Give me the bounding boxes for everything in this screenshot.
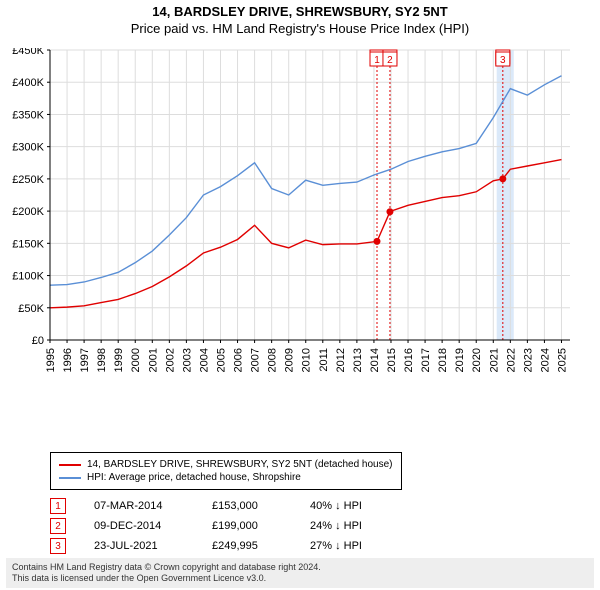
svg-text:2: 2	[387, 55, 393, 66]
footer: Contains HM Land Registry data © Crown c…	[6, 558, 594, 589]
legend: 14, BARDSLEY DRIVE, SHREWSBURY, SY2 5NT …	[50, 452, 402, 490]
svg-text:2016: 2016	[403, 348, 415, 372]
svg-text:£350K: £350K	[12, 109, 44, 121]
svg-text:1998: 1998	[96, 348, 108, 372]
footer-line1: Contains HM Land Registry data © Crown c…	[12, 562, 588, 573]
svg-text:2003: 2003	[181, 348, 193, 372]
tx-price: £199,000	[212, 520, 282, 532]
legend-label: 14, BARDSLEY DRIVE, SHREWSBURY, SY2 5NT …	[87, 459, 393, 470]
title-line1: 14, BARDSLEY DRIVE, SHREWSBURY, SY2 5NT	[0, 4, 600, 19]
svg-text:£400K: £400K	[12, 77, 44, 89]
legend-swatch	[59, 477, 81, 479]
svg-text:2004: 2004	[198, 348, 210, 372]
svg-text:£250K: £250K	[12, 174, 44, 186]
tx-price: £153,000	[212, 500, 282, 512]
chart-area: 123£0£50K£100K£150K£200K£250K£300K£350K£…	[50, 48, 570, 398]
titles: 14, BARDSLEY DRIVE, SHREWSBURY, SY2 5NT …	[0, 0, 600, 36]
svg-text:2022: 2022	[505, 348, 517, 372]
svg-text:£300K: £300K	[12, 142, 44, 154]
tx-diff: 27% ↓ HPI	[310, 540, 400, 552]
svg-text:£450K: £450K	[12, 48, 44, 57]
svg-text:1999: 1999	[113, 348, 125, 372]
svg-text:1: 1	[374, 55, 380, 66]
svg-text:2017: 2017	[420, 348, 432, 372]
svg-text:2021: 2021	[488, 348, 500, 372]
transaction-row: 1 07-MAR-2014 £153,000 40% ↓ HPI	[50, 496, 400, 516]
svg-text:2009: 2009	[284, 348, 296, 372]
tx-diff: 24% ↓ HPI	[310, 520, 400, 532]
svg-text:2011: 2011	[318, 348, 330, 372]
svg-text:2000: 2000	[130, 348, 142, 372]
svg-text:£150K: £150K	[12, 238, 44, 250]
footer-line2: This data is licensed under the Open Gov…	[12, 573, 588, 584]
svg-text:2019: 2019	[454, 348, 466, 372]
chart-svg: 12 3 £0 £50K £100K £150K £200K £250K £300K £350K £…	[6, 48, 574, 398]
legend-row: HPI: Average price, detached house, Shro…	[59, 472, 393, 483]
svg-text:2018: 2018	[437, 348, 449, 372]
svg-text:2006: 2006	[233, 348, 245, 372]
svg-text:£0: £0	[32, 335, 44, 347]
tx-date: 07-MAR-2014	[94, 500, 184, 512]
svg-text:2001: 2001	[147, 348, 159, 372]
svg-text:2014: 2014	[369, 348, 381, 372]
svg-text:£200K: £200K	[12, 206, 44, 218]
svg-text:2015: 2015	[386, 348, 398, 372]
tx-date: 09-DEC-2014	[94, 520, 184, 532]
tx-date: 23-JUL-2021	[94, 540, 184, 552]
transaction-row: 3 23-JUL-2021 £249,995 27% ↓ HPI	[50, 536, 400, 556]
svg-text:2007: 2007	[250, 348, 262, 372]
tx-price: £249,995	[212, 540, 282, 552]
chart-container: 14, BARDSLEY DRIVE, SHREWSBURY, SY2 5NT …	[0, 0, 600, 590]
svg-text:2020: 2020	[471, 348, 483, 372]
legend-label: HPI: Average price, detached house, Shro…	[87, 472, 301, 483]
svg-text:1995: 1995	[45, 348, 57, 372]
legend-swatch	[59, 464, 81, 466]
tx-diff: 40% ↓ HPI	[310, 500, 400, 512]
svg-text:2010: 2010	[301, 348, 313, 372]
svg-text:1996: 1996	[62, 348, 74, 372]
legend-row: 14, BARDSLEY DRIVE, SHREWSBURY, SY2 5NT …	[59, 459, 393, 470]
svg-text:2005: 2005	[215, 348, 227, 372]
svg-text:2023: 2023	[522, 348, 534, 372]
svg-text:2025: 2025	[556, 348, 568, 372]
title-line2: Price paid vs. HM Land Registry's House …	[0, 21, 600, 36]
svg-text:£100K: £100K	[12, 271, 44, 283]
svg-text:2013: 2013	[352, 348, 364, 372]
svg-text:£50K: £50K	[18, 303, 44, 315]
tx-marker: 2	[50, 518, 66, 534]
svg-text:2002: 2002	[164, 348, 176, 372]
svg-text:3: 3	[500, 55, 506, 66]
svg-text:2008: 2008	[267, 348, 279, 372]
tx-marker: 1	[50, 498, 66, 514]
tx-marker: 3	[50, 538, 66, 554]
svg-text:2012: 2012	[335, 348, 347, 372]
transaction-row: 2 09-DEC-2014 £199,000 24% ↓ HPI	[50, 516, 400, 536]
transactions-table: 1 07-MAR-2014 £153,000 40% ↓ HPI 2 09-DEC-201…	[50, 496, 400, 556]
svg-text:2024: 2024	[539, 348, 551, 372]
svg-text:1997: 1997	[79, 348, 91, 372]
